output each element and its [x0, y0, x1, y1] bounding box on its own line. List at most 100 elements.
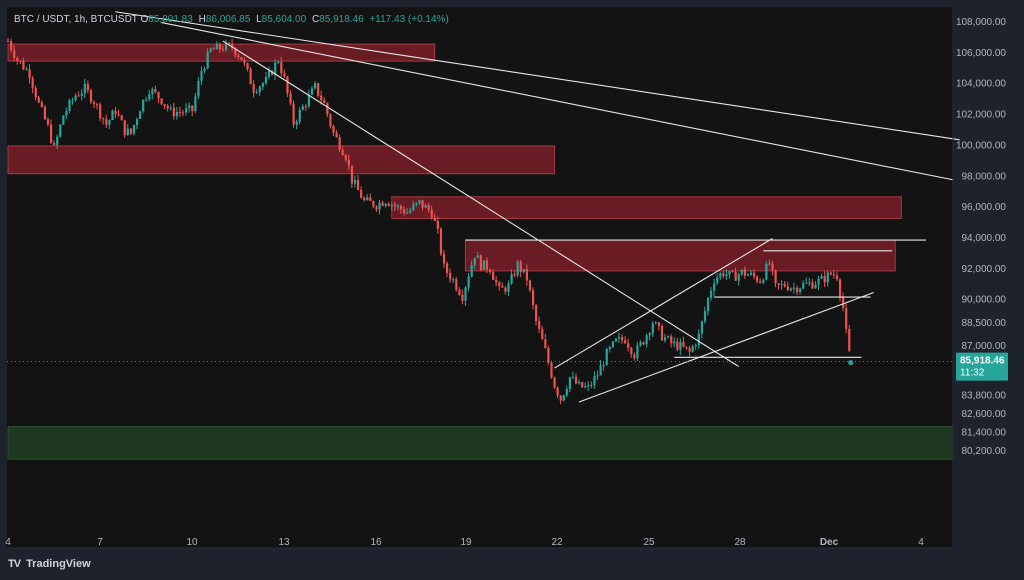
candle-body [261, 83, 265, 87]
candle-body [393, 204, 397, 207]
candle-body [22, 61, 25, 70]
price-tick-label: 102,000.00 [956, 110, 1006, 121]
candle-body [734, 271, 737, 281]
plot-background [7, 7, 953, 548]
candle-body [476, 255, 479, 258]
candle-body [771, 263, 774, 271]
candle-body [446, 263, 449, 273]
candle-body [255, 92, 258, 94]
candle-body [547, 347, 550, 363]
zone-supply-2 [391, 196, 902, 219]
candle-body [584, 386, 587, 388]
candle-body [581, 382, 584, 388]
candle-body [323, 100, 326, 104]
last-price-value: 85,918.46 [960, 356, 1005, 367]
candle-body [749, 272, 753, 275]
candle-body [648, 333, 651, 336]
candle-body [390, 204, 393, 207]
candle-body [811, 282, 814, 289]
candle-body [817, 278, 820, 285]
candle-body [295, 121, 298, 125]
tradingview-brand[interactable]: TV TradingView [8, 558, 91, 570]
candle-body [482, 260, 486, 270]
price-tick-label: 80,200.00 [962, 446, 1007, 457]
candle-body [96, 104, 99, 106]
candle-body [722, 273, 725, 276]
candle-body [614, 338, 618, 342]
candle-body [627, 343, 630, 348]
candle-body [617, 337, 621, 339]
price-axis: 108,000.00 106,000.00 104,000.00 102,000.00… [952, 7, 1007, 548]
candle-body [387, 203, 390, 207]
candle-body [464, 287, 467, 301]
candle-body [574, 376, 578, 384]
candle-body [418, 200, 421, 203]
candle-body [710, 290, 713, 298]
candle-body [105, 119, 108, 125]
price-tick-label: 92,000.00 [962, 264, 1007, 275]
candle-body [209, 48, 212, 52]
candle-body [16, 57, 19, 61]
candle-body [163, 104, 166, 106]
candle-body [746, 274, 750, 276]
candle-body [765, 263, 768, 280]
candle-body [676, 341, 679, 350]
candle-body [301, 106, 304, 110]
time-tick-label: Dec [820, 537, 839, 548]
time-tick-label: 7 [97, 537, 103, 548]
candle-body [433, 217, 436, 221]
zones-layer [7, 43, 954, 460]
candle-body [347, 159, 350, 166]
candle-body [415, 202, 418, 205]
candle-body [786, 286, 789, 291]
candle-body [780, 283, 783, 285]
zone-supply-1 [7, 145, 555, 175]
candle-body [148, 94, 151, 100]
candle-body [243, 59, 246, 64]
candle-body [740, 269, 743, 275]
candle-body [562, 395, 565, 401]
candle-body [350, 165, 354, 184]
candle-body [814, 284, 817, 289]
candle-body [470, 265, 473, 277]
candle-body [304, 106, 307, 108]
candle-body [274, 62, 277, 75]
candle-body [706, 297, 710, 311]
candle-body [335, 132, 338, 138]
candle-body [120, 115, 123, 121]
trendline-1 [161, 22, 954, 181]
candle-body [46, 119, 50, 125]
candle-body [283, 73, 286, 77]
trendline-3 [554, 238, 773, 369]
candles-layer [7, 38, 851, 405]
candle-body [762, 279, 765, 283]
candle-body [139, 111, 142, 120]
candle-body [792, 287, 796, 289]
candle-body [310, 88, 314, 95]
candle-body [31, 78, 34, 88]
candle-body [59, 124, 62, 137]
candle-body [406, 212, 409, 214]
candle-body [194, 96, 197, 112]
time-tick-label: 4 [918, 537, 924, 548]
candle-body [805, 282, 808, 284]
trendline-0 [115, 11, 960, 141]
candle-body [56, 136, 59, 145]
candle-body [495, 279, 498, 283]
candle-body [203, 68, 206, 71]
candle-body [691, 346, 694, 352]
candle-body [37, 97, 40, 103]
candle-body [40, 102, 43, 107]
open-label: O [140, 14, 149, 25]
candle-body [360, 189, 363, 199]
candle-body [353, 179, 357, 184]
price-tick-label: 88,500.00 [962, 318, 1007, 329]
candle-body [556, 387, 559, 396]
trendline-4 [578, 291, 874, 403]
candle-body [320, 95, 323, 101]
candle-body [123, 120, 126, 136]
candle-body [175, 112, 179, 117]
candle-body [206, 51, 209, 69]
candle-body [565, 388, 568, 396]
